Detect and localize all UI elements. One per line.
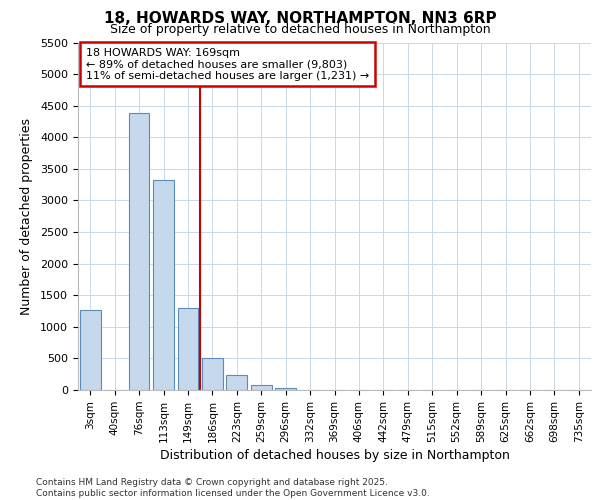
Bar — [251, 385, 272, 390]
Text: 18 HOWARDS WAY: 169sqm
← 89% of detached houses are smaller (9,803)
11% of semi-: 18 HOWARDS WAY: 169sqm ← 89% of detached… — [86, 48, 369, 81]
Bar — [80, 310, 101, 390]
Bar — [202, 358, 223, 390]
Y-axis label: Number of detached properties: Number of detached properties — [20, 118, 33, 315]
Text: Contains HM Land Registry data © Crown copyright and database right 2025.
Contai: Contains HM Land Registry data © Crown c… — [36, 478, 430, 498]
Text: 18, HOWARDS WAY, NORTHAMPTON, NN3 6RP: 18, HOWARDS WAY, NORTHAMPTON, NN3 6RP — [104, 11, 496, 26]
Text: Size of property relative to detached houses in Northampton: Size of property relative to detached ho… — [110, 22, 490, 36]
Bar — [178, 308, 199, 390]
Bar — [226, 375, 247, 390]
Bar — [153, 180, 174, 390]
Bar — [275, 388, 296, 390]
X-axis label: Distribution of detached houses by size in Northampton: Distribution of detached houses by size … — [160, 449, 509, 462]
Bar — [128, 114, 149, 390]
